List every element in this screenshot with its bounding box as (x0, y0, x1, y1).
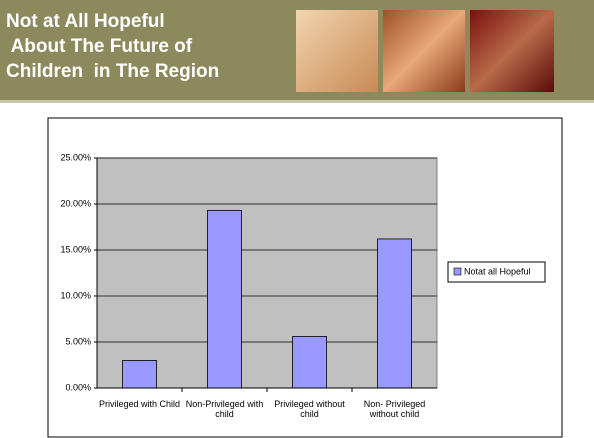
y-tick-label: 0.00% (65, 382, 91, 392)
x-tick-label: Non- Privileged without child (363, 399, 426, 419)
x-tick-label: Non-Privileged with child (185, 399, 264, 419)
bar (122, 359, 157, 389)
legend-label: Notat all Hopeful (464, 266, 531, 276)
y-tick-label: 10.00% (60, 290, 91, 300)
y-tick-label: 5.00% (65, 336, 91, 346)
x-tick-label: Privileged with Child (98, 399, 181, 409)
header-rule (0, 100, 594, 103)
y-tick-label: 15.00% (60, 244, 91, 254)
bar (207, 210, 242, 389)
y-tick-label: 20.00% (60, 198, 91, 208)
legend (447, 261, 546, 283)
photo (383, 10, 465, 92)
slide-title: Children in The Region (6, 61, 219, 82)
slide-title: Not at All Hopeful (6, 11, 165, 32)
slide-title: About The Future of (6, 36, 193, 57)
x-tick-label: Privileged without child (274, 399, 345, 419)
y-tick-label: 25.00% (60, 152, 91, 162)
legend-swatch (453, 267, 462, 276)
photo (470, 10, 554, 92)
bar (292, 336, 327, 389)
bar (377, 238, 412, 389)
photo (296, 10, 378, 92)
